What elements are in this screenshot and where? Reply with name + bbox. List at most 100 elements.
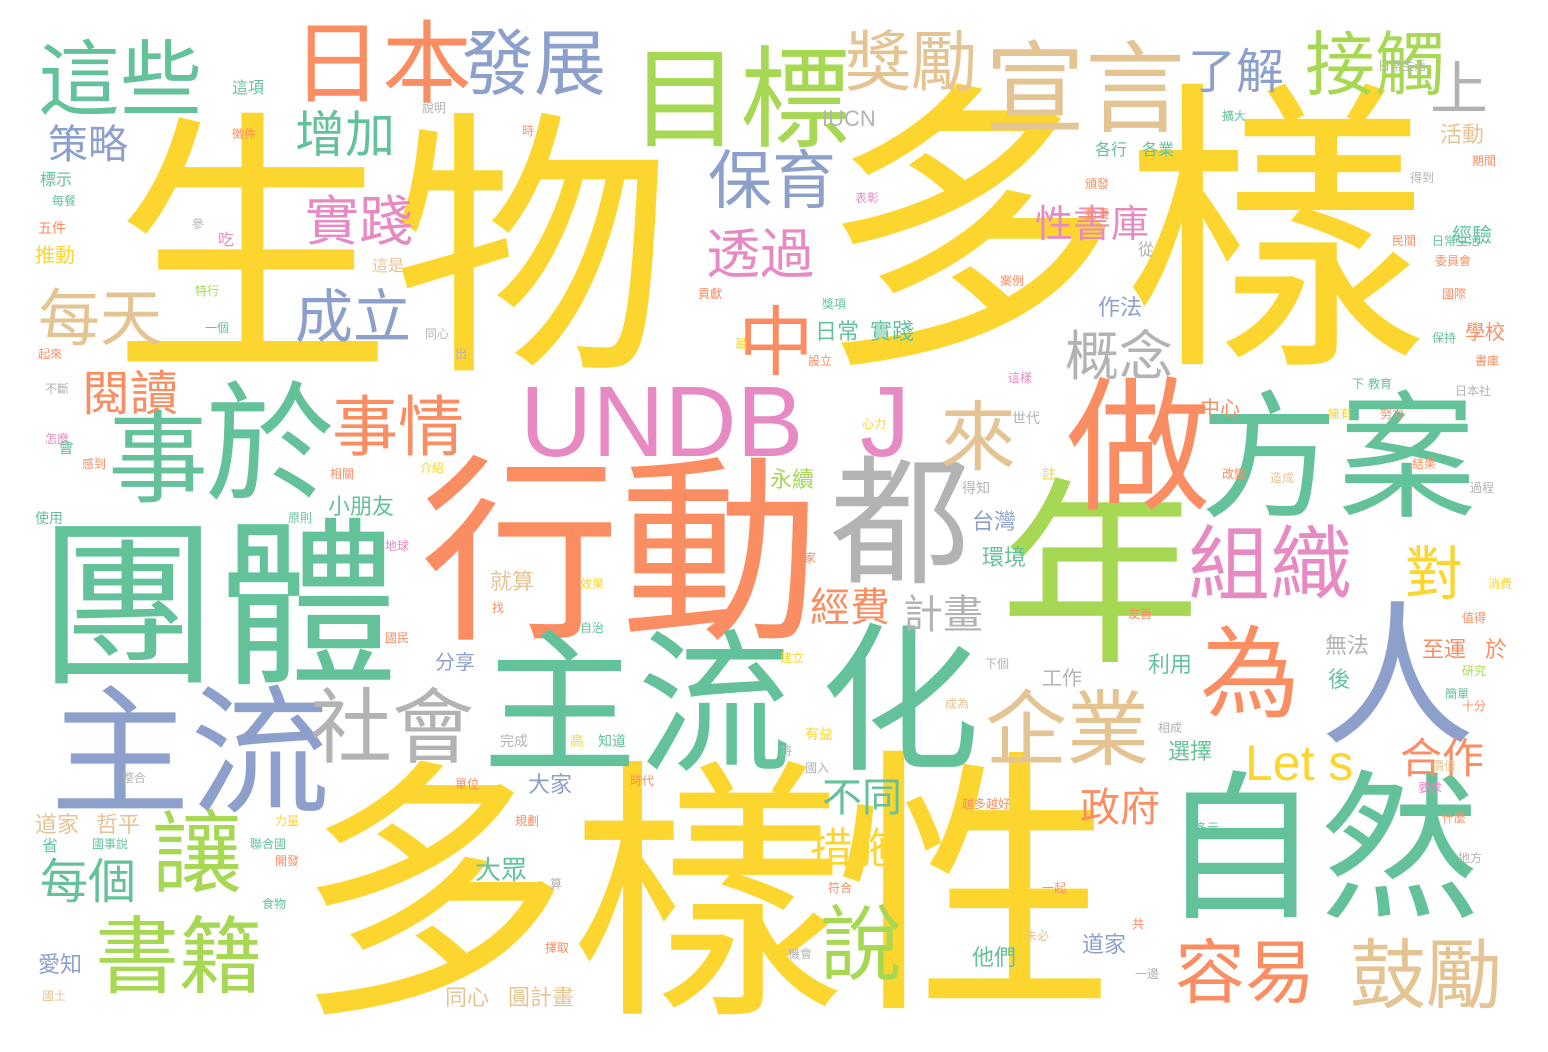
word-zhexie: 這些 (38, 40, 202, 122)
word-shi: 事 (108, 410, 208, 510)
word-daojia-right: 道家 (1082, 935, 1126, 957)
word-weibi: 未必 (1025, 930, 1049, 942)
word-zhongxin: 中心 (1200, 398, 1240, 418)
word-zequ: 擇取 (545, 942, 569, 954)
word-rongyi: 容易 (1175, 938, 1315, 1008)
word-fuhe: 符合 (828, 882, 852, 894)
word-qiye: 企業 (985, 690, 1149, 772)
word-yuanjihua: 圓計畫 (508, 988, 574, 1010)
word-guotu: 國土 (42, 990, 66, 1002)
word-shenme: 什麼 (1442, 812, 1466, 824)
word-difang: 地方 (1458, 852, 1482, 864)
word-butong: 不同 (822, 778, 902, 818)
word-shidai: 世代 (1012, 412, 1040, 426)
word-xiaoguo: 效果 (580, 578, 604, 590)
word-jiaoyu: 教育 (1368, 378, 1392, 390)
word-jiusuan: 就算 (490, 572, 534, 594)
word-jiangxiang: 獎項 (822, 298, 846, 310)
word-xiaofei: 消費 (1488, 578, 1512, 590)
word-nuli: 努力 (1380, 408, 1404, 420)
word-baochi: 保持 (1432, 332, 1456, 344)
word-chi: 吃 (218, 232, 234, 248)
word-wei: 為 (1200, 625, 1300, 725)
word-jiang: 將 (780, 745, 792, 757)
word-zhexiang: 這項 (232, 80, 264, 96)
word-mubiao: 目標 (630, 45, 850, 155)
word-shiwu: 食物 (262, 898, 286, 910)
word-shiqing: 事情 (332, 395, 464, 461)
word-kuoda: 擴大 (1222, 110, 1246, 122)
word-zhiyun: 至運 (1422, 640, 1466, 662)
word-qilai: 起來 (38, 348, 62, 360)
word-kaifa: 開發 (275, 855, 299, 867)
word-zhong: 中 (738, 305, 814, 381)
word-yu-small: 於 (1485, 640, 1507, 662)
word-shifen: 十分 (1462, 700, 1486, 712)
word-sheng: 省 (42, 838, 58, 854)
word-gong: 共 (1132, 918, 1144, 930)
word-zhu: 註 (1042, 468, 1056, 482)
word-guoshishuo: 國事說 (92, 838, 128, 850)
word-jihua: 計畫 (903, 595, 983, 635)
word-zengjia: 增加 (295, 110, 395, 160)
word-shijian-small: 實踐 (870, 322, 914, 344)
word-dajia: 大家 (528, 775, 572, 797)
word-aizhi: 愛知 (38, 955, 82, 977)
word-meican: 每餐 (52, 195, 76, 207)
word-liliang: 力量 (275, 815, 299, 827)
word-shuji: 書籍 (95, 915, 263, 999)
word-dongman: 動漫 (1085, 208, 1109, 220)
word-yongxu: 永續 (770, 470, 814, 492)
word-guoji: 國際 (1442, 288, 1466, 300)
word-shijian: 實踐 (305, 195, 413, 249)
word-duoyuan: 多元 (1195, 822, 1219, 834)
word-dedao: 得到 (1410, 172, 1434, 184)
word-gandao: 感到 (82, 458, 106, 470)
word-shiyong: 使用 (35, 512, 63, 526)
word-guojia: 國家 (792, 552, 816, 564)
word-zenme: 怎麼 (45, 433, 69, 445)
word-xuanze: 選擇 (1168, 742, 1212, 764)
word-celue: 策略 (48, 125, 128, 165)
word-dazhong: 大眾 (475, 858, 527, 884)
word-banfa: 頒發 (1085, 178, 1109, 190)
word-fazhan: 發展 (462, 28, 606, 100)
word-shidai2: 時代 (630, 775, 654, 787)
word-weiyuanhui: 委員會 (1435, 255, 1471, 267)
word-youyi: 有益 (805, 728, 833, 742)
word-riben: 日本 (292, 20, 472, 110)
word-hou: 後 (1328, 670, 1350, 692)
word-cong: 從 (1138, 242, 1154, 258)
word-jieguo: 結果 (1412, 458, 1436, 470)
word-xia: 下 (1352, 378, 1364, 390)
word-liaojie: 了解 (1188, 48, 1284, 96)
word-yiqi: 一起 (1042, 882, 1066, 894)
word-xinli: 心力 (862, 418, 886, 430)
word-shuku: 書庫 (1475, 355, 1499, 367)
word-zuofa: 作法 (1098, 298, 1142, 320)
word-gongxian: 貢獻 (698, 288, 722, 300)
word-yige: 一個 (205, 322, 229, 334)
word-yu: 於 (205, 380, 335, 510)
word-zheshi: 這是 (372, 258, 404, 274)
word-yaoqiu: 要求 (1418, 782, 1442, 794)
word-tuanti: 團體 (38, 518, 398, 698)
word-jianli: 建立 (780, 652, 804, 664)
word-guli: 鼓勵 (1350, 938, 1502, 1014)
word-zaocheng: 造成 (1270, 472, 1294, 484)
word-xiangcheng: 相成 (1158, 722, 1182, 734)
word-geye: 各業 (1142, 142, 1174, 158)
word-liyong: 利用 (1148, 655, 1192, 677)
word-lianheguo: 聯合國 (250, 838, 286, 850)
word-fenxiang: 分享 (435, 652, 475, 672)
word-guoru: 國入 (805, 762, 829, 774)
word-zuo: 做 (1066, 376, 1211, 521)
word-zheyang: 這樣 (1008, 372, 1032, 384)
word-jieshao: 介紹 (420, 462, 444, 474)
word-gongzuo: 工作 (1042, 668, 1082, 688)
word-richangshenghuo: 日常生活 (1432, 235, 1480, 247)
word-diqiu: 地球 (385, 540, 409, 552)
word-chu: 出 (455, 348, 467, 360)
word-baoyu: 保育 (708, 150, 836, 214)
word-buduan: 不斷 (45, 383, 69, 395)
